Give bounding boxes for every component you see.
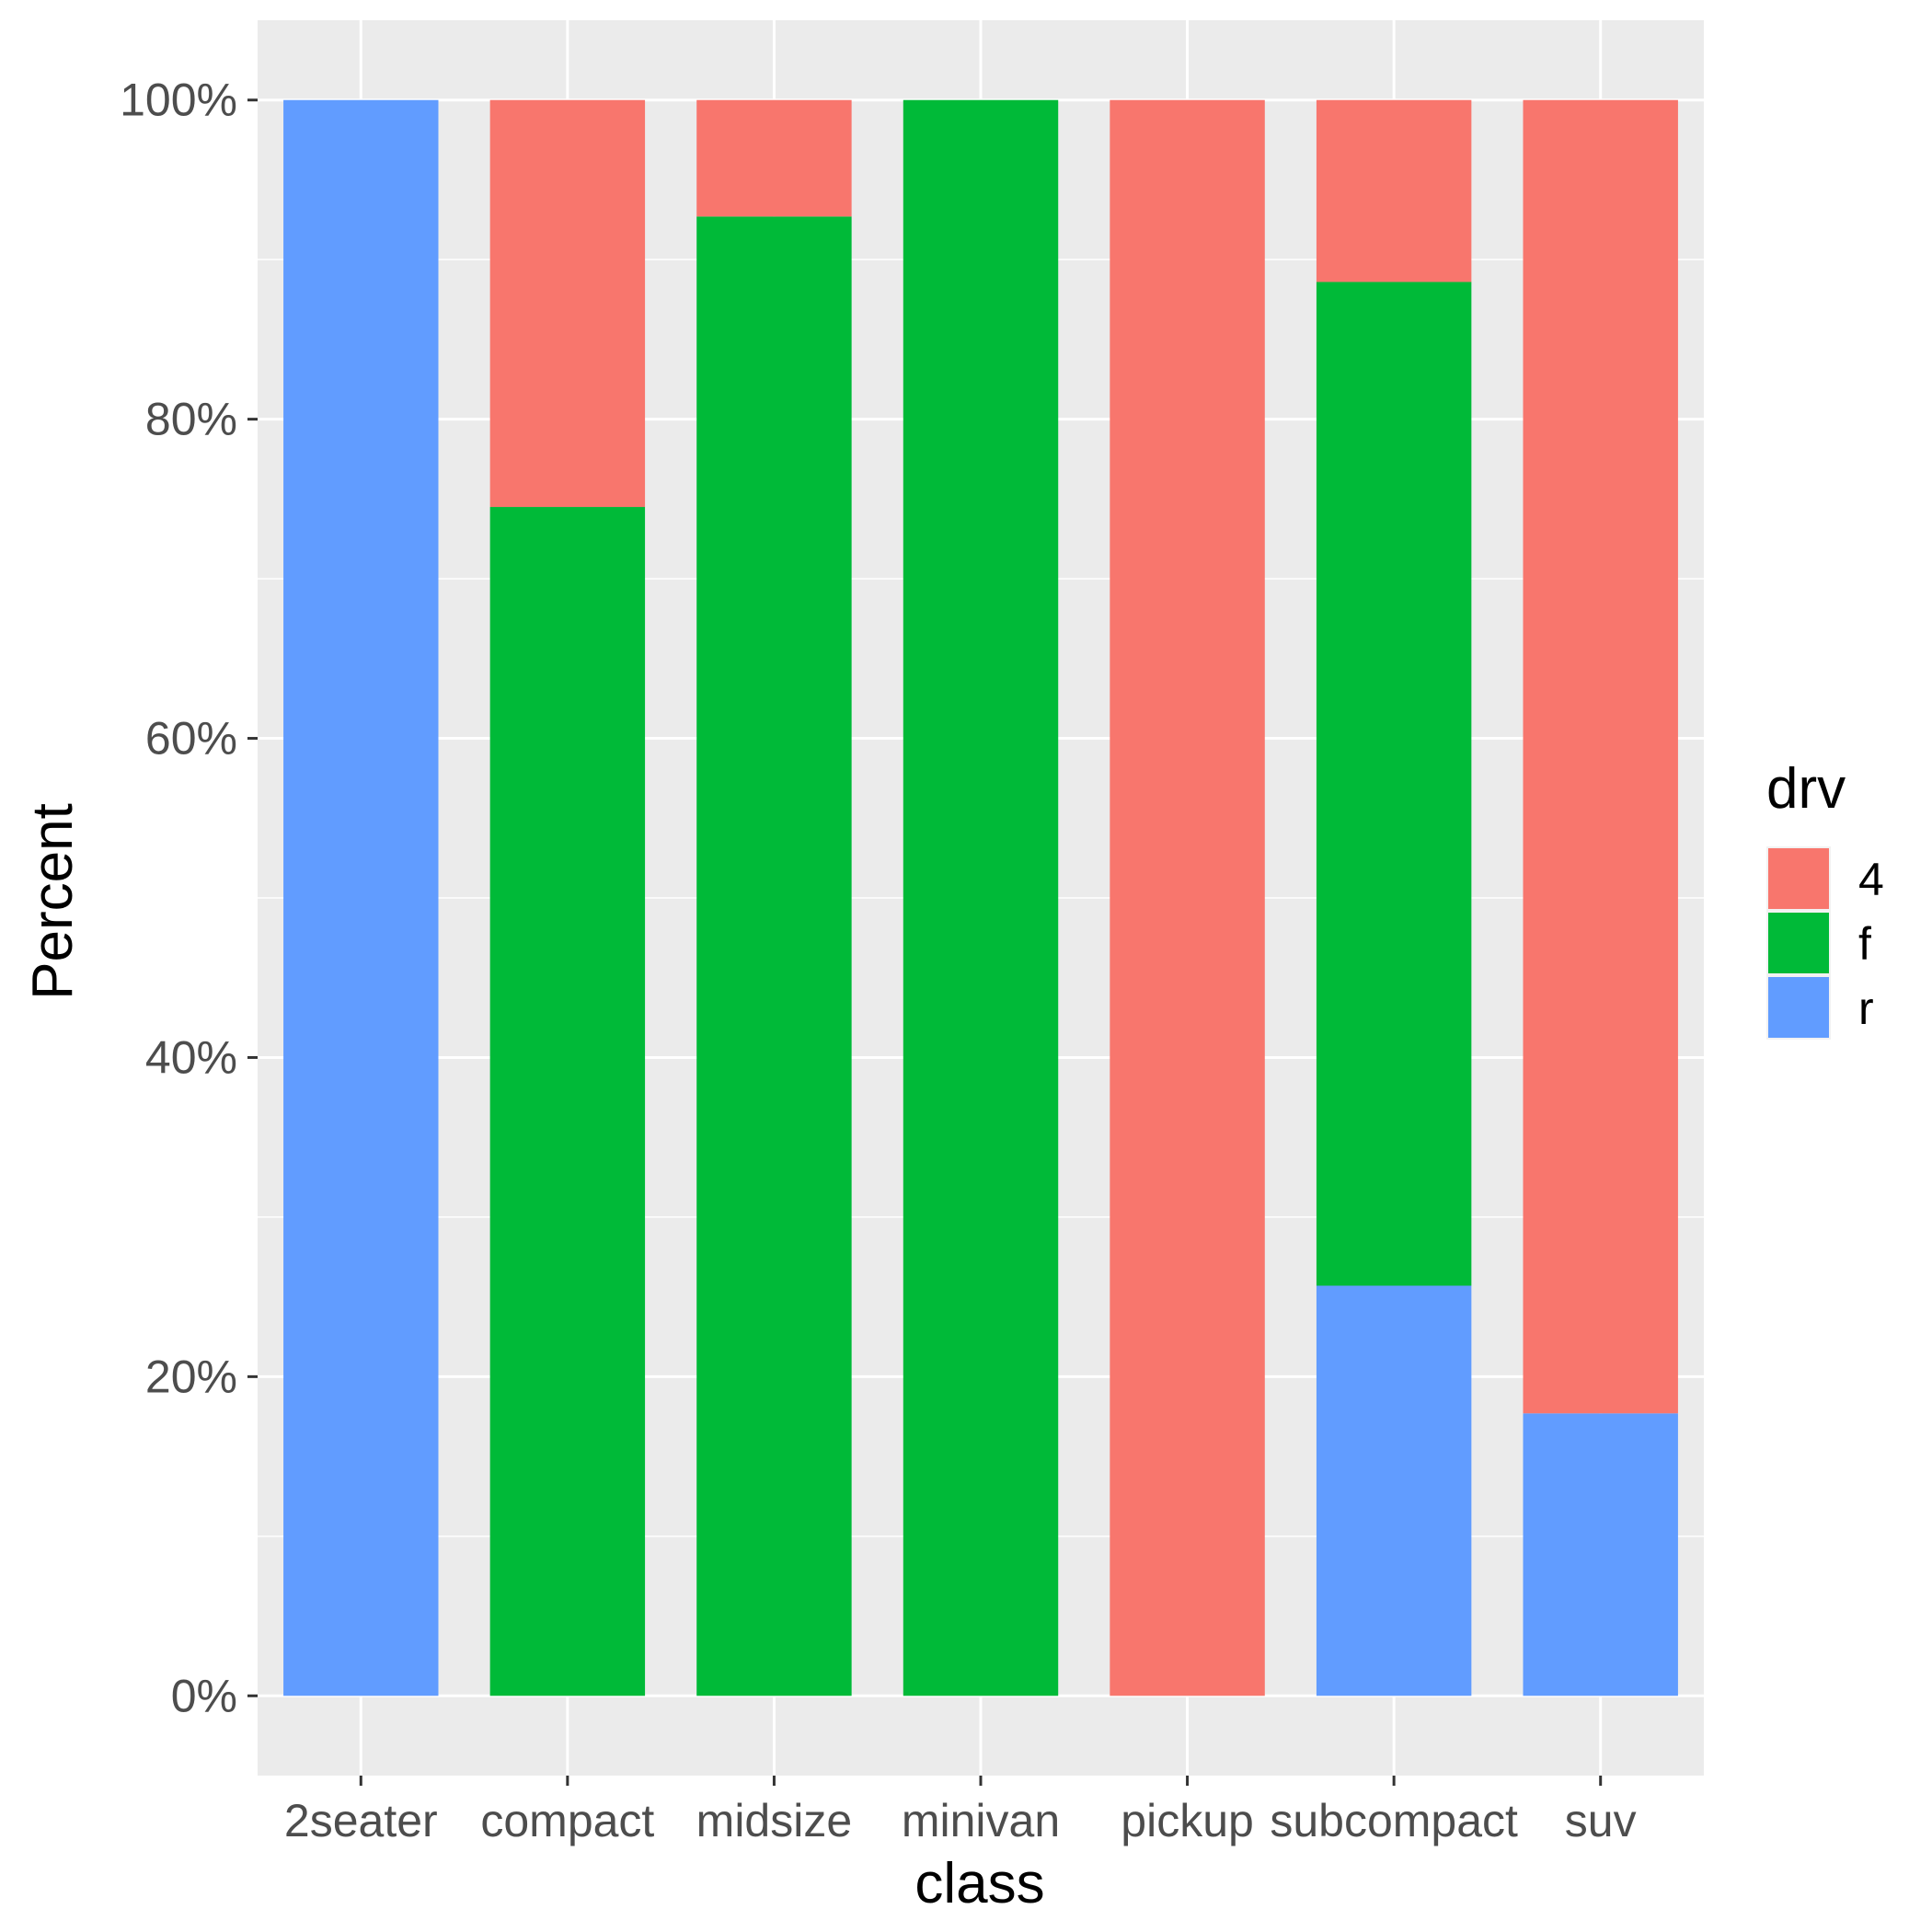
- y-axis-title: Percent: [21, 803, 85, 1000]
- y-tick-label: 40%: [145, 1031, 237, 1083]
- y-tick-label: 20%: [145, 1351, 237, 1402]
- y-tick-label: 100%: [120, 75, 237, 126]
- legend-label-r: r: [1858, 983, 1874, 1034]
- bar-segment-midsize-f: [696, 216, 852, 1696]
- legend-label-f: f: [1858, 918, 1871, 970]
- x-tick-label: subcompact: [1270, 1795, 1518, 1846]
- x-tick-label: suv: [1565, 1795, 1637, 1846]
- bars: [283, 99, 1678, 1696]
- bar-segment-subcompact-f: [1316, 282, 1472, 1286]
- legend: drv 4 fr: [1766, 757, 1884, 1040]
- x-tick-label: 2seater: [284, 1795, 438, 1846]
- legend-swatch-4: [1768, 848, 1829, 909]
- axes: 0% 20% 40% 60% 80% 100% 2seater compact midsize m…: [120, 75, 1637, 1846]
- y-tick-label: 60%: [145, 713, 237, 765]
- bar-segment-pickup-4: [1110, 99, 1265, 1696]
- bar-segment-suv-4: [1523, 99, 1678, 1414]
- bar-segment-2seater-r: [283, 99, 439, 1696]
- bar-segment-subcompact-4: [1316, 99, 1472, 282]
- legend-swatch-r: [1768, 977, 1829, 1038]
- bar-segment-compact-f: [489, 507, 646, 1696]
- bar-segment-suv-r: [1523, 1413, 1678, 1696]
- y-tick-label: 80%: [145, 394, 237, 445]
- x-axis-title: class: [914, 1852, 1044, 1915]
- x-tick-label: pickup: [1121, 1795, 1254, 1846]
- x-tick-label: minivan: [902, 1795, 1060, 1846]
- legend-label-4: 4: [1858, 854, 1884, 905]
- legend-title: drv: [1766, 757, 1846, 821]
- x-tick-label: compact: [480, 1795, 654, 1846]
- bar-segment-compact-4: [489, 99, 646, 508]
- y-tick-label: 0%: [171, 1670, 237, 1721]
- legend-swatch-f: [1768, 913, 1829, 973]
- bar-segment-subcompact-r: [1316, 1285, 1472, 1696]
- x-tick-label: midsize: [696, 1795, 852, 1846]
- bar-segment-minivan-f: [903, 99, 1059, 1696]
- bar-segment-midsize-4: [696, 99, 852, 217]
